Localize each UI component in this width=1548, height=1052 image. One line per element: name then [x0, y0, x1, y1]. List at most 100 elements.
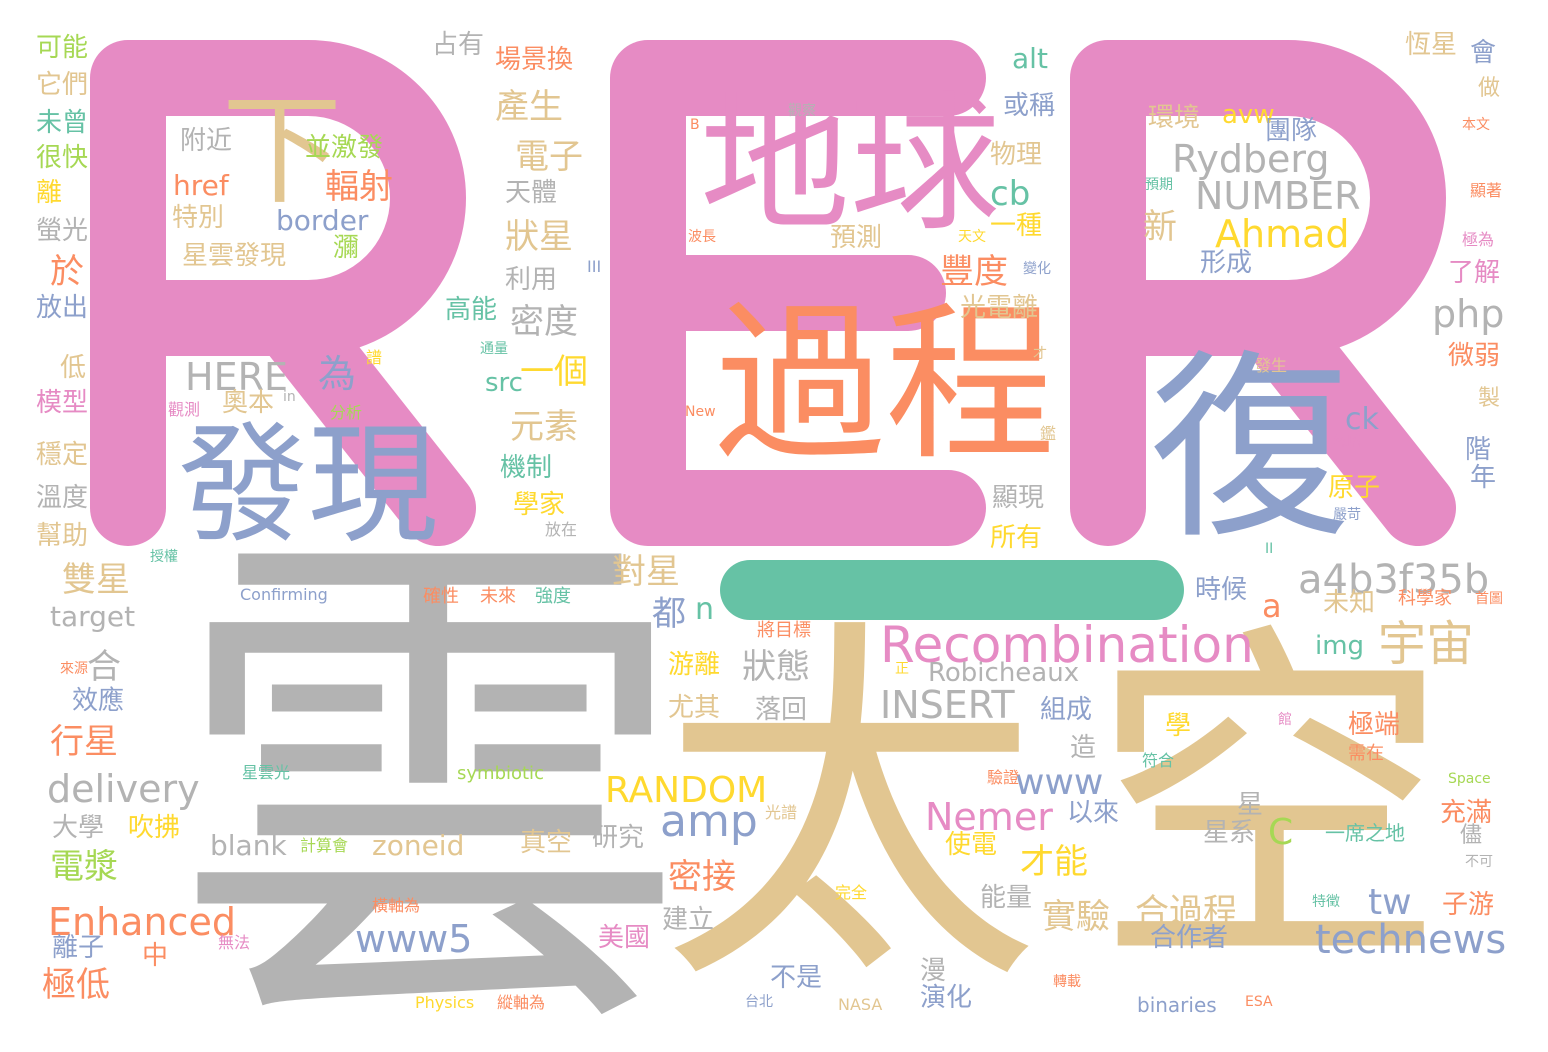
cloud-word: 儘 [1460, 823, 1483, 848]
cloud-word: 顯現 [992, 483, 1045, 513]
cloud-word: 能量 [980, 883, 1033, 913]
cloud-word: 製 [1478, 386, 1501, 411]
big-dash: — [720, 560, 1184, 620]
cloud-word: 子游 [1442, 890, 1495, 920]
cloud-word: 發生 [1255, 356, 1288, 375]
cloud-word: 真空 [520, 828, 573, 858]
cloud-word: 或稱 [1003, 91, 1056, 121]
cloud-word: 效應 [72, 686, 125, 716]
cloud-word: 橫軸為 [372, 896, 421, 915]
cloud-word: 離子 [52, 933, 105, 963]
cloud-word: zoneid [372, 829, 465, 862]
cloud-word: 機制 [500, 453, 553, 483]
cloud-word: 天文 [958, 229, 986, 245]
cloud-word: 吹拂 [128, 813, 181, 843]
cloud-word: 學家 [513, 490, 566, 520]
cloud-word: Space [1448, 771, 1491, 787]
cloud-word: 低 [60, 353, 87, 383]
cloud-word: 充滿 [1440, 798, 1493, 828]
cloud-word: NUMBER [1195, 174, 1361, 218]
cloud-word: 放在 [545, 520, 578, 539]
cloud-word: 合作者 [1150, 923, 1229, 953]
cloud-word: 附近 [180, 126, 233, 156]
cloud-word: 很快 [36, 143, 89, 173]
cloud-word: 未曾 [36, 108, 89, 138]
cloud-word: 一種 [990, 211, 1043, 241]
cloud-word: a4b3f35b [1298, 557, 1490, 603]
cloud-word: HERE [185, 355, 288, 399]
cloud-word: php [1432, 292, 1505, 336]
cloud-word: INSERT [880, 683, 1015, 727]
cloud-word: 強度 [535, 586, 571, 607]
cloud-word: 台北 [745, 994, 773, 1010]
cloud-word: Confirming [240, 585, 328, 604]
cloud-word: 天體 [505, 178, 558, 208]
cloud-word: 並激發 [305, 133, 384, 163]
cloud-word: 未知 [1323, 588, 1376, 618]
cloud-word: 演化 [920, 983, 973, 1013]
cloud-word: NASA [838, 995, 883, 1014]
cloud-word: border [276, 204, 369, 237]
cloud-word: www [1015, 762, 1104, 803]
cloud-word: 於 [50, 252, 84, 292]
cloud-word: 美國 [598, 923, 651, 953]
cloud-word: 科學家 [1398, 588, 1452, 609]
cloud-word: 一個 [520, 352, 588, 392]
cloud-word: 模型 [36, 388, 89, 418]
cloud-word: amp [660, 796, 758, 847]
cloud-word: 忽略 [1333, 434, 1361, 450]
cloud-word: 電子 [515, 137, 583, 177]
cloud-word: n [695, 592, 715, 627]
cloud-word: 元素 [510, 407, 578, 447]
cloud-word: 宇宙 [1378, 616, 1475, 672]
cloud-word: 顯著 [1470, 181, 1503, 200]
cloud-word: C [1268, 812, 1294, 853]
cloud-word: binaries [1137, 993, 1217, 1017]
cloud-word: 一席之地 [1325, 821, 1405, 845]
cloud-word: 極低 [42, 965, 110, 1005]
cloud-word: 光譜 [765, 803, 798, 822]
cloud-word: 放出 [36, 293, 89, 323]
cloud-word: 空 [1090, 595, 1450, 1014]
cloud-word: 無法 [218, 933, 251, 952]
cloud-word: 輻射 [325, 167, 393, 207]
cloud-word: avw [1222, 100, 1275, 130]
cloud-word: 階 [1465, 435, 1492, 465]
cloud-word: symbiotic [457, 763, 544, 784]
big-letter-r-left: R [88, 38, 488, 548]
cloud-word: 落回 [755, 695, 808, 725]
cloud-word: 預測 [830, 223, 883, 253]
cloud-word: 符合 [1142, 751, 1175, 770]
cloud-word: target [50, 600, 136, 633]
cloud-word: 高能 [445, 295, 498, 325]
big-letter-e: E [608, 38, 1008, 548]
cloud-word: 學 [1165, 711, 1192, 741]
cloud-word: Ahmad [1215, 212, 1350, 256]
cloud-word: 組成 [1040, 695, 1093, 725]
cloud-word: 未來 [480, 586, 516, 607]
cloud-word: 太 [660, 588, 1040, 1031]
cloud-word: 變化 [1023, 261, 1051, 277]
cloud-word: 場景換 [495, 45, 574, 75]
cloud-word: 使電 [945, 830, 998, 860]
cloud-word: 雙星 [62, 560, 130, 600]
cloud-word: Rydberg [1172, 137, 1330, 181]
cloud-word: 狀星 [505, 217, 573, 257]
cloud-word: II [1265, 541, 1274, 557]
cloud-word: 正 [895, 661, 909, 677]
cloud-word: technews [1315, 917, 1507, 963]
cloud-word: 漫 [920, 956, 947, 986]
cloud-word: 以來 [1067, 798, 1120, 828]
cloud-word: Physics [415, 993, 475, 1012]
cloud-word: 確性 [423, 586, 459, 607]
cloud-word: img [1315, 631, 1365, 661]
cloud-word: 預期 [1145, 177, 1173, 193]
cloud-word: 才能 [1020, 842, 1088, 882]
cloud-word: 恆星 [1405, 30, 1458, 60]
cloud-word: ck [1345, 402, 1379, 437]
cloud-word: Enhanced [48, 900, 236, 944]
cloud-word: 形成 [1200, 248, 1253, 278]
cloud-word: 產生 [495, 87, 563, 127]
cloud-word: 溫度 [36, 483, 89, 513]
